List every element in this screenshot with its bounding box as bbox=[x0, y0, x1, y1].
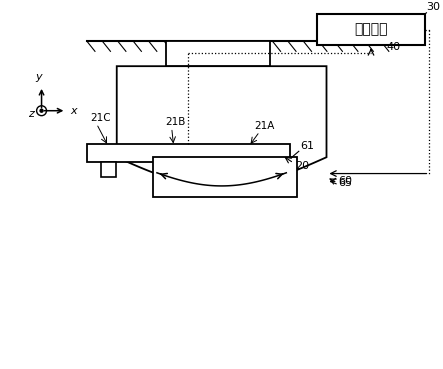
Bar bbox=[166, 41, 270, 66]
Text: 21A: 21A bbox=[254, 121, 274, 131]
Text: 处理装置: 处理装置 bbox=[354, 23, 388, 37]
Bar bbox=[166, 162, 181, 177]
Text: 21C: 21C bbox=[90, 113, 111, 123]
Text: 40: 40 bbox=[387, 42, 401, 52]
Bar bbox=[87, 144, 290, 162]
Text: z: z bbox=[28, 109, 34, 119]
Circle shape bbox=[40, 109, 43, 112]
Bar bbox=[153, 157, 297, 197]
Text: 20: 20 bbox=[295, 161, 309, 171]
Polygon shape bbox=[117, 66, 326, 187]
Bar bbox=[241, 162, 256, 177]
Text: y: y bbox=[35, 72, 42, 82]
Text: 61: 61 bbox=[300, 141, 314, 151]
Text: 60: 60 bbox=[338, 176, 352, 186]
Text: x: x bbox=[70, 106, 77, 116]
Text: 30: 30 bbox=[427, 2, 440, 12]
Text: 21B: 21B bbox=[166, 117, 186, 127]
Bar bbox=[101, 162, 116, 177]
Bar bbox=[317, 14, 425, 45]
Text: 65: 65 bbox=[338, 178, 352, 188]
